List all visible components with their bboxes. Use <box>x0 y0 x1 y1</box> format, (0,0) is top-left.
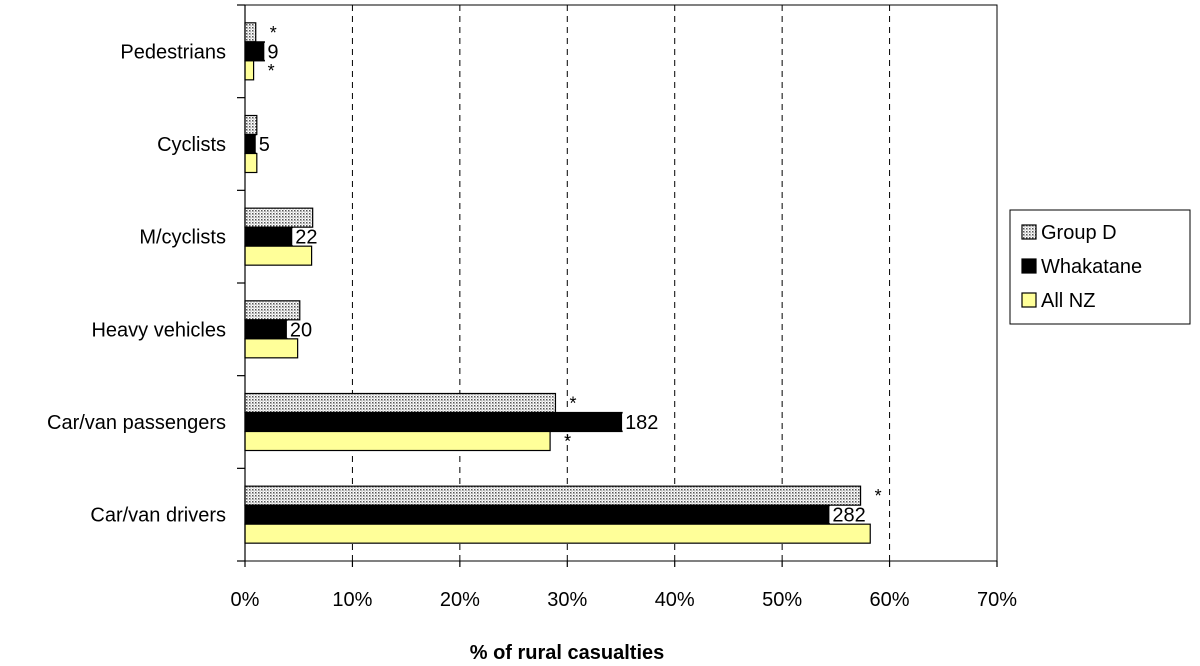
x-tick-label: 70% <box>977 589 1017 611</box>
bar <box>244 60 255 81</box>
bars <box>244 22 871 544</box>
data-label-bg <box>292 228 322 246</box>
bar <box>244 22 257 43</box>
x-tick-label: 40% <box>655 589 695 611</box>
bar <box>244 504 831 525</box>
plot-frame <box>244 4 998 562</box>
bar <box>244 523 871 544</box>
x-axis-title: % of rural casualties <box>470 642 665 664</box>
data-label: 9 <box>267 41 278 63</box>
data-label: 20 <box>290 319 312 341</box>
bar <box>244 485 862 506</box>
significance-mark: * <box>270 23 277 43</box>
bar <box>244 392 557 414</box>
bar <box>244 41 265 62</box>
bar <box>244 430 551 452</box>
bar <box>244 245 313 266</box>
bar <box>244 207 314 228</box>
legend-box <box>1009 209 1191 325</box>
labels: 0% 10% 20% 30% 40% 50% 60% 70% Pedestrians 9 Cycli… <box>47 23 1017 611</box>
x-tick-label: 10% <box>332 589 372 611</box>
bar <box>244 133 257 155</box>
significance-mark: * <box>268 61 275 81</box>
x-tick-label: 0% <box>231 589 260 611</box>
x-tick-label: 50% <box>762 589 802 611</box>
data-label: 182 <box>625 412 658 434</box>
significance-mark: * <box>569 394 576 414</box>
legend: Group D Whakatane All NZ <box>1009 209 1191 325</box>
data-label: 282 <box>832 505 865 527</box>
category-label: Cyclists <box>157 134 226 156</box>
axes <box>237 4 998 567</box>
bar <box>244 300 301 321</box>
significance-mark: * <box>564 432 571 452</box>
x-tick-label: 20% <box>440 589 480 611</box>
category-label: M/cyclists <box>139 227 226 249</box>
data-label-bg <box>622 413 663 431</box>
legend-swatch <box>1021 224 1037 240</box>
bar <box>244 338 299 359</box>
data-label-bg <box>829 506 870 524</box>
bar <box>244 226 293 247</box>
category-label: Car/van drivers <box>90 505 226 527</box>
data-label: 5 <box>259 134 270 156</box>
category-label: Pedestrians <box>120 41 226 63</box>
bar <box>244 319 288 340</box>
legend-label: All NZ <box>1041 290 1095 312</box>
bar <box>244 114 258 136</box>
bar <box>244 411 623 433</box>
legend-swatch <box>1021 258 1037 274</box>
category-label: Heavy vehicles <box>91 319 226 341</box>
bar <box>244 152 258 174</box>
significance-mark: * <box>875 486 882 506</box>
x-tick-label: 30% <box>547 589 587 611</box>
category-label: Car/van passengers <box>47 412 226 434</box>
x-tick-label: 60% <box>870 589 910 611</box>
grid-lines <box>351 5 891 561</box>
legend-swatch <box>1021 292 1037 308</box>
data-label-bg <box>255 135 274 153</box>
legend-label: Whakatane <box>1041 256 1142 278</box>
data-label-bg <box>286 320 316 338</box>
legend-label: Group D <box>1041 222 1117 244</box>
data-label: 22 <box>295 227 317 249</box>
data-label-bg <box>264 42 282 60</box>
